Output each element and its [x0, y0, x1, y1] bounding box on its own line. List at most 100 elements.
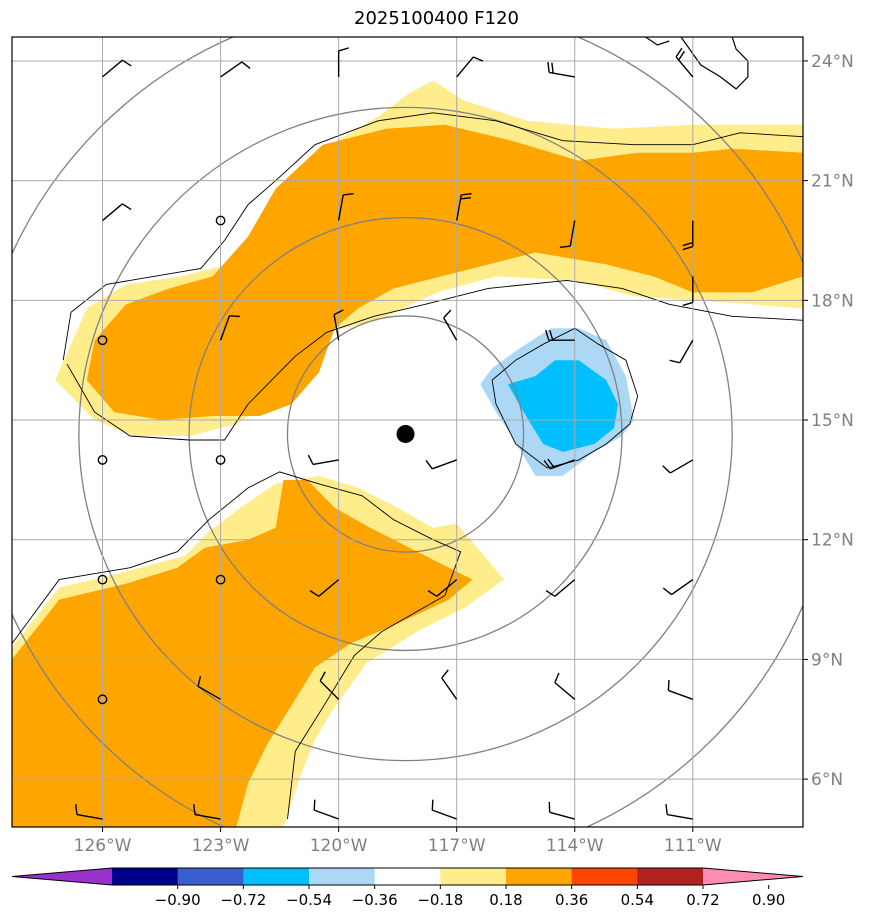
wind-barb-feather — [338, 47, 349, 52]
wind-barb — [548, 801, 575, 820]
wind-barb — [197, 676, 221, 700]
lat-tick-label: 15°N — [811, 411, 854, 431]
calm-station-marker — [97, 455, 108, 465]
wind-barb — [665, 804, 693, 820]
wind-barb-feather — [343, 193, 354, 196]
colorbar-tick-label: 0.72 — [686, 891, 719, 909]
lon-tick-label: 111°W — [664, 836, 722, 856]
wind-barb — [545, 579, 576, 597]
wind-barb-shaft — [671, 579, 694, 596]
colorbar-segment — [177, 868, 244, 885]
colorbar-tick-label: 0.90 — [752, 891, 785, 909]
wind-barb — [682, 220, 694, 251]
lat-tick-label: 9°N — [811, 650, 843, 670]
range-ring-2 — [188, 216, 623, 652]
calm-station-marker — [215, 574, 226, 585]
wind-barb — [662, 579, 694, 596]
wind-barb — [431, 799, 457, 820]
colorbar-tick-label: −0.18 — [417, 891, 463, 909]
wind-barb-feather — [333, 309, 344, 316]
wind-barb — [319, 671, 340, 700]
colorbar-segment — [571, 868, 638, 885]
north-contour — [62, 112, 803, 361]
colorbar-extend-low — [12, 868, 112, 885]
colorbar-tick-label: 0.54 — [621, 891, 654, 909]
wind-barb-feather — [559, 245, 571, 249]
wind-barb-feather — [682, 245, 694, 251]
colorbar-tick-label: −0.54 — [286, 891, 332, 909]
wind-barb — [543, 458, 575, 470]
colorbar-segment — [506, 868, 573, 885]
wind-barb-shaft — [220, 61, 243, 78]
wind-barb-feather — [667, 679, 670, 691]
colorbar-extend-high — [703, 868, 803, 885]
wind-barb-feather — [431, 799, 434, 811]
wind-barb-feather — [554, 672, 560, 683]
wind-barb-shaft — [441, 677, 458, 700]
wind-barb-shaft — [102, 59, 123, 78]
wind-barb — [669, 339, 694, 364]
wind-barb-feather — [460, 196, 471, 200]
lat-tick-label: 6°N — [811, 770, 843, 790]
range-ring-1 — [286, 315, 525, 553]
calm-station-marker — [97, 335, 108, 346]
wind-barb-shaft — [432, 809, 457, 820]
negative-blob-inner — [507, 360, 618, 452]
wind-barb — [220, 61, 251, 78]
colorbar-segment — [374, 868, 441, 885]
wind-barb — [307, 454, 339, 466]
wind-barb-feather — [545, 330, 550, 341]
lon-tick-label: 117°W — [428, 836, 486, 856]
map-frame — [11, 36, 804, 828]
wind-barb — [547, 61, 575, 78]
wind-barb-feather — [665, 804, 668, 815]
wind-barb — [313, 799, 339, 820]
wind-barb — [545, 330, 575, 341]
wind-barb-feather — [662, 465, 671, 474]
wind-barb — [682, 276, 694, 307]
wind-barb-shaft — [312, 459, 339, 466]
wind-barb-feather — [307, 454, 314, 465]
negative-blob-contour — [491, 327, 639, 469]
wind-barb — [675, 47, 694, 78]
wind-barb-shaft — [443, 317, 458, 341]
wind-barb — [456, 56, 484, 78]
wind-barb-feather — [193, 804, 196, 815]
wind-barb — [102, 59, 132, 78]
wind-barb — [554, 672, 576, 700]
wind-barb-shaft — [194, 813, 221, 820]
wind-barb — [309, 579, 340, 597]
wind-barb-feather — [461, 193, 472, 196]
map-title: 2025100400 F120 — [354, 8, 519, 29]
wind-barb-shaft — [554, 682, 576, 700]
wind-barb — [337, 193, 354, 221]
wind-barb — [441, 669, 458, 700]
wind-barb — [333, 309, 344, 341]
wind-barb — [219, 315, 240, 341]
wind-barb — [662, 459, 694, 474]
wind-barb-shaft — [319, 680, 340, 700]
wind-barb-feather — [473, 56, 484, 62]
colorbar-tick-label: −0.36 — [352, 891, 398, 909]
wind-barb-shaft — [318, 579, 340, 597]
wind-barb-shaft — [313, 809, 339, 820]
wind-barb-shaft — [219, 315, 231, 341]
colorbar-tick-label: 0.36 — [555, 891, 588, 909]
colorbar-tick-label: 0.18 — [489, 891, 522, 909]
wind-barb-feather — [241, 61, 251, 70]
wind-barb-shaft — [337, 194, 344, 221]
lat-tick-label: 12°N — [811, 531, 854, 551]
lon-tick-label: 120°W — [310, 836, 368, 856]
colorbar-segment — [112, 868, 179, 885]
storm-center-marker — [396, 424, 415, 443]
wind-barb-shaft — [436, 579, 458, 597]
lon-tick-label: 126°W — [74, 836, 132, 856]
wind-barb — [193, 804, 221, 820]
wind-barb-feather — [443, 309, 452, 319]
wind-barb-feather — [313, 799, 316, 811]
wind-barb-feather — [551, 62, 554, 74]
lat-tick-label: 24°N — [811, 52, 854, 72]
colorbar-tick-label: −0.72 — [220, 891, 266, 909]
wind-barb-feather — [229, 315, 240, 318]
range-ring-3 — [78, 106, 733, 762]
